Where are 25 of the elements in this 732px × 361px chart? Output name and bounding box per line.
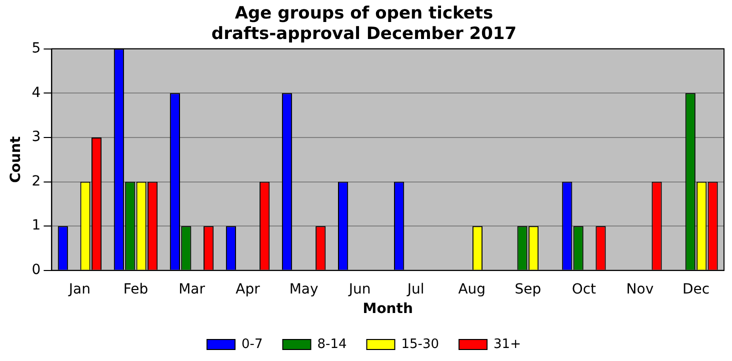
x-axis-title: Month — [362, 301, 413, 318]
y-tick-label: 1 — [32, 218, 41, 234]
x-tick-label: Aug — [458, 281, 486, 298]
chart-title: Age groups of open tickets drafts-approval December 2017 — [211, 4, 517, 44]
legend-label: 0-7 — [242, 336, 263, 352]
x-tick-label: Mar — [178, 281, 206, 298]
legend-label: 15-30 — [401, 336, 440, 352]
x-tick-label: May — [289, 281, 318, 298]
x-tick-label: Jan — [68, 281, 91, 298]
y-tick-label: 4 — [32, 84, 41, 101]
y-tick-label: 5 — [32, 40, 41, 56]
x-tick-label: Dec — [682, 281, 710, 298]
x-tick-label: Oct — [572, 281, 597, 298]
y-tick-label: 3 — [32, 129, 41, 146]
y-axis-title: Count — [8, 136, 24, 183]
y-tick-label: 2 — [32, 173, 41, 190]
legend-label: 8-14 — [317, 336, 347, 352]
legend-label: 31+ — [494, 336, 521, 352]
x-tick-label: Apr — [236, 281, 260, 298]
x-tick-label: Sep — [514, 281, 542, 298]
y-tick-label: 0 — [32, 262, 41, 278]
x-tick-label: Jul — [406, 281, 424, 298]
x-tick-label: Nov — [626, 281, 654, 298]
x-tick-label: Feb — [123, 281, 148, 298]
x-tick-label: Jun — [348, 281, 371, 298]
